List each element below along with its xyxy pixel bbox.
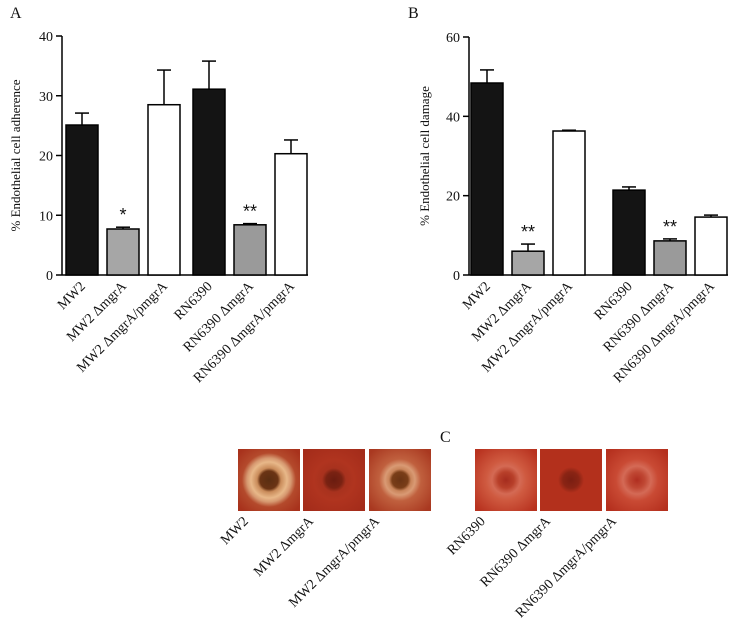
x-tick-label: MW2 bbox=[460, 279, 494, 313]
bar bbox=[470, 82, 504, 276]
significance-mark: ** bbox=[521, 222, 535, 242]
significance-mark: * bbox=[119, 205, 126, 225]
bar bbox=[511, 250, 545, 276]
significance-mark: ** bbox=[243, 202, 257, 222]
panel-label: C bbox=[440, 429, 451, 446]
plate-image bbox=[540, 449, 602, 511]
plate-image bbox=[475, 449, 537, 511]
y-axis-label: % Endothelial cell adherence bbox=[8, 79, 23, 231]
x-tick-label: RN6390 ΔmgrA bbox=[601, 279, 678, 356]
bar bbox=[274, 152, 308, 276]
bar bbox=[106, 228, 140, 276]
significance-mark: ** bbox=[663, 217, 677, 237]
bar bbox=[552, 130, 586, 276]
plate-label: MW2 bbox=[218, 514, 252, 548]
bar bbox=[694, 216, 728, 276]
plate-label: MW2 ΔmgrA bbox=[251, 514, 317, 580]
plate-label: RN6390 bbox=[445, 514, 489, 558]
panel-label: A bbox=[10, 5, 22, 22]
y-tick-label: 10 bbox=[39, 209, 53, 224]
y-tick-label: 40 bbox=[446, 110, 460, 125]
plate-image bbox=[303, 449, 365, 511]
x-tick-label: MW2 bbox=[55, 279, 89, 313]
plate-image bbox=[369, 449, 431, 511]
bar bbox=[233, 224, 267, 276]
x-tick-label: RN6390 ΔmgrA bbox=[181, 279, 258, 356]
y-tick-label: 40 bbox=[39, 30, 53, 45]
bar bbox=[653, 240, 687, 276]
panel-label: B bbox=[408, 5, 419, 22]
y-tick-label: 30 bbox=[39, 90, 53, 105]
plate-label: RN6390 ΔmgrA bbox=[478, 514, 555, 591]
bar bbox=[147, 103, 181, 276]
bar bbox=[65, 124, 99, 276]
y-tick-label: 20 bbox=[446, 190, 460, 205]
y-tick-label: 60 bbox=[446, 31, 460, 46]
y-tick-label: 0 bbox=[46, 269, 53, 284]
plate-image bbox=[606, 449, 668, 511]
plate-image bbox=[238, 449, 300, 511]
y-tick-label: 0 bbox=[453, 269, 460, 284]
bar bbox=[612, 189, 646, 276]
y-tick-label: 20 bbox=[39, 150, 53, 165]
y-axis-label: % Endothelial cell damage bbox=[417, 86, 432, 226]
bar bbox=[192, 88, 226, 276]
